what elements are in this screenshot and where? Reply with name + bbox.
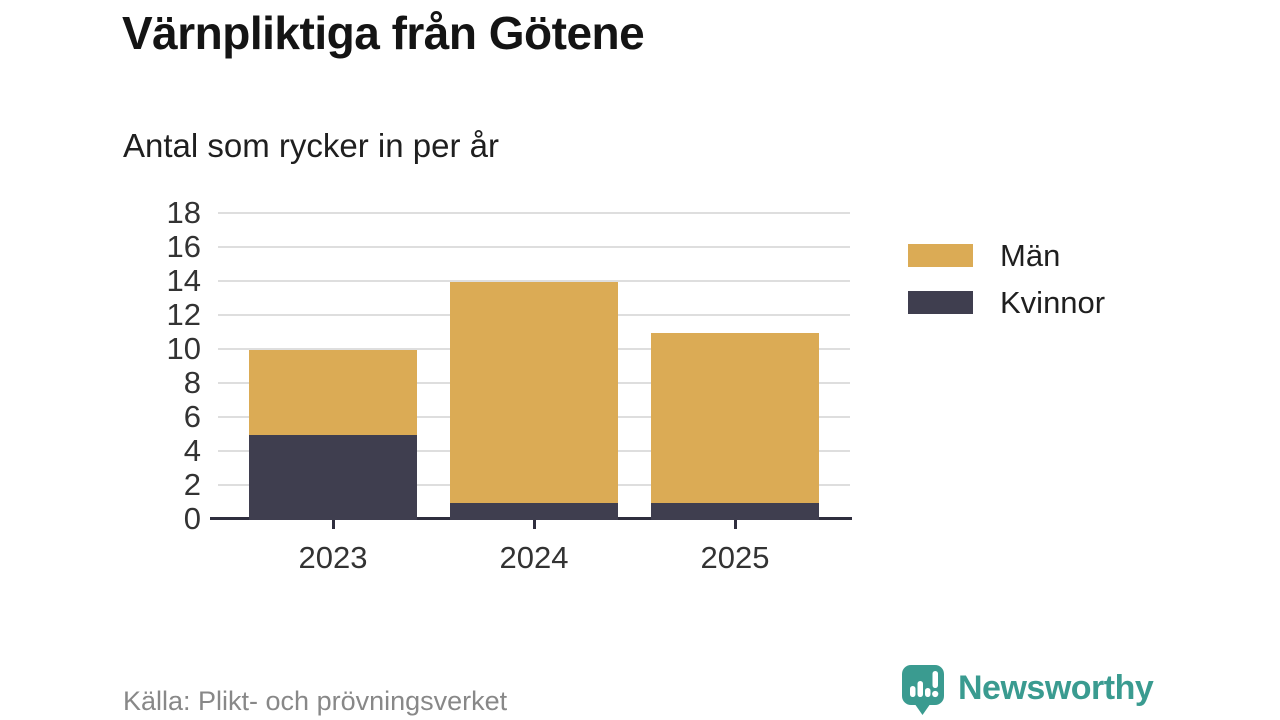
x-axis-tick-mark [733,520,737,529]
x-axis-tick-label: 2023 [298,540,368,575]
bar-segment-män-2024 [450,282,618,503]
chart-title: Värnpliktiga från Götene [122,7,645,59]
y-axis-tick-label: 4 [183,433,201,468]
x-axis-tick-mark [532,520,536,529]
y-axis-tick-label: 14 [166,263,201,298]
legend: Män Kvinnor [908,238,1105,338]
legend-label: Män [1000,237,1061,273]
legend-swatch [908,244,973,267]
y-axis-tick-label: 2 [183,467,201,502]
y-axis-tick-label: 0 [183,501,201,536]
chart-subtitle: Antal som rycker in per år [123,127,499,164]
bar-segment-kvinnor-2023 [249,435,417,520]
legend-label: Kvinnor [1000,284,1106,320]
y-axis-tick-label: 16 [166,229,201,264]
gridline [218,246,850,248]
newsworthy-logo-icon [902,665,944,715]
bar-segment-kvinnor-2025 [651,503,819,520]
newsworthy-brand: Newsworthy [901,664,1154,716]
y-axis-tick-label: 12 [166,297,201,332]
legend-item-kvinnor: Kvinnor [908,285,1105,320]
y-axis-tick-label: 8 [183,365,201,400]
source-caption: Källa: Plikt- och prövningsverket [123,686,508,716]
gridline [218,212,850,214]
bar-segment-kvinnor-2024 [450,503,618,520]
gridline [218,280,850,282]
x-axis-tick-mark [331,520,335,529]
newsworthy-wordmark: Newsworthy [958,669,1154,707]
y-axis-tick-label: 18 [166,195,201,230]
legend-swatch [908,291,973,314]
x-axis-tick-label: 2025 [700,540,770,575]
legend-item-män: Män [908,238,1105,273]
x-axis-tick-label: 2024 [499,540,569,575]
y-axis-tick-label: 6 [183,399,201,434]
bar-segment-män-2025 [651,333,819,503]
bar-segment-män-2023 [249,350,417,435]
y-axis-tick-label: 10 [166,331,201,366]
